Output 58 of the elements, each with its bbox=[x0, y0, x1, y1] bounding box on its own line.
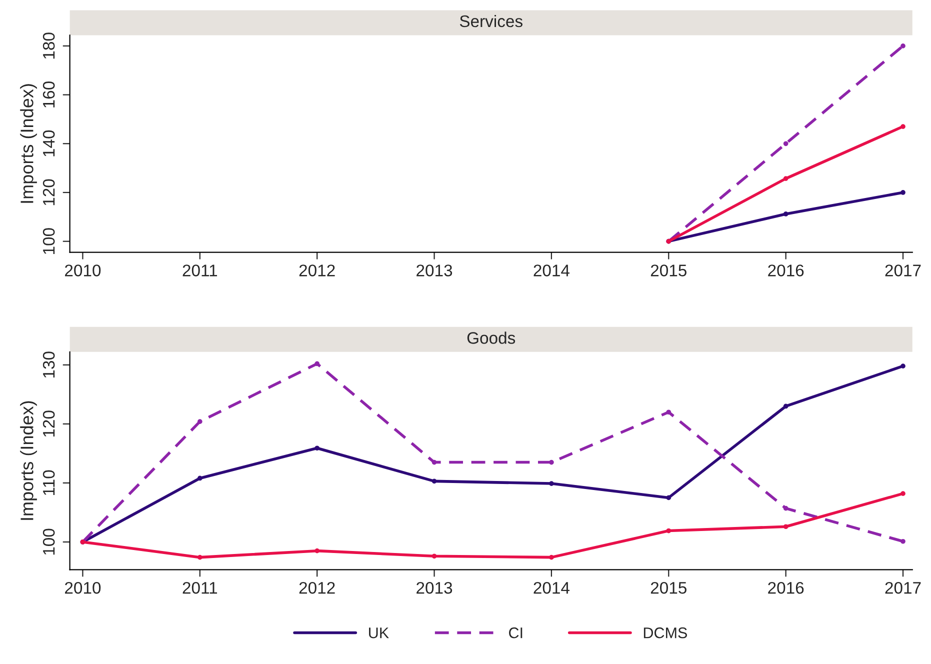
point bbox=[900, 491, 906, 496]
x-tick-label: 2011 bbox=[182, 582, 218, 594]
x-tick-label: 2010 bbox=[65, 264, 101, 276]
y-tick-label: 100 bbox=[42, 528, 55, 555]
point bbox=[432, 554, 437, 559]
x-tick-label: 2013 bbox=[416, 264, 452, 276]
x-tick-label: 2017 bbox=[885, 582, 921, 594]
x-tick-label: 2014 bbox=[534, 264, 570, 276]
x-tick-label: 2017 bbox=[885, 264, 921, 276]
legend-label: DCMS bbox=[644, 627, 687, 638]
x-tick-label: 2016 bbox=[768, 264, 804, 276]
y-tick-label: 110 bbox=[42, 470, 55, 495]
legend-label: CI bbox=[509, 627, 522, 638]
x-tick-label: 2014 bbox=[534, 582, 570, 594]
y-tick-label: 140 bbox=[42, 130, 55, 156]
point bbox=[783, 524, 788, 530]
point bbox=[783, 212, 788, 216]
x-tick-label: 2013 bbox=[416, 582, 452, 594]
point bbox=[666, 495, 672, 500]
y-tick-label: 160 bbox=[42, 82, 55, 108]
point bbox=[432, 478, 437, 484]
point bbox=[783, 176, 788, 181]
point bbox=[900, 538, 906, 544]
legend-label: UK bbox=[369, 628, 389, 638]
y-axis-title: Imports (Index) bbox=[20, 401, 37, 520]
x-tick-label: 2016 bbox=[768, 582, 804, 594]
point bbox=[900, 364, 906, 369]
y-tick-label: 180 bbox=[42, 32, 55, 59]
y-tick-label: 120 bbox=[42, 179, 55, 206]
point bbox=[432, 460, 437, 465]
point bbox=[549, 554, 554, 560]
point bbox=[783, 404, 788, 409]
point bbox=[549, 481, 554, 486]
point bbox=[314, 446, 320, 451]
point bbox=[197, 476, 202, 481]
x-tick-label: 2012 bbox=[299, 582, 335, 594]
chart-title: Goods bbox=[467, 332, 516, 344]
point bbox=[900, 44, 906, 48]
y-tick-label: 130 bbox=[42, 352, 55, 378]
x-tick-label: 2011 bbox=[182, 264, 218, 276]
y-tick-label: 100 bbox=[42, 228, 55, 254]
x-tick-label: 2012 bbox=[299, 264, 335, 276]
point bbox=[197, 419, 202, 424]
y-axis-title: Imports (Index) bbox=[20, 84, 37, 203]
point bbox=[783, 141, 788, 146]
chart-title: Services bbox=[460, 14, 522, 28]
point bbox=[549, 460, 554, 465]
point bbox=[666, 528, 672, 534]
point bbox=[666, 410, 672, 415]
x-tick-label: 2015 bbox=[650, 264, 686, 276]
point bbox=[783, 506, 788, 511]
point bbox=[314, 361, 320, 366]
point bbox=[197, 554, 202, 560]
x-tick-label: 2010 bbox=[65, 582, 101, 594]
y-tick-label: 120 bbox=[42, 410, 55, 437]
point bbox=[900, 190, 906, 195]
x-tick-label: 2015 bbox=[650, 582, 686, 594]
point bbox=[900, 124, 906, 129]
